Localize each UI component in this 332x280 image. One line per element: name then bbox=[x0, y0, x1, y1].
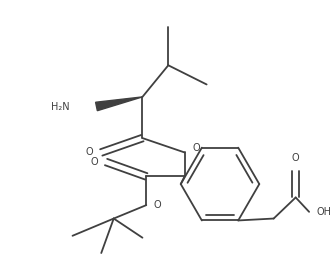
Text: O: O bbox=[86, 148, 94, 157]
Polygon shape bbox=[96, 97, 142, 111]
Text: O: O bbox=[91, 157, 98, 167]
Text: O: O bbox=[292, 153, 299, 163]
Text: OH: OH bbox=[317, 207, 332, 217]
Text: H₂N: H₂N bbox=[51, 102, 70, 113]
Text: O: O bbox=[192, 143, 200, 153]
Text: O: O bbox=[154, 200, 162, 210]
